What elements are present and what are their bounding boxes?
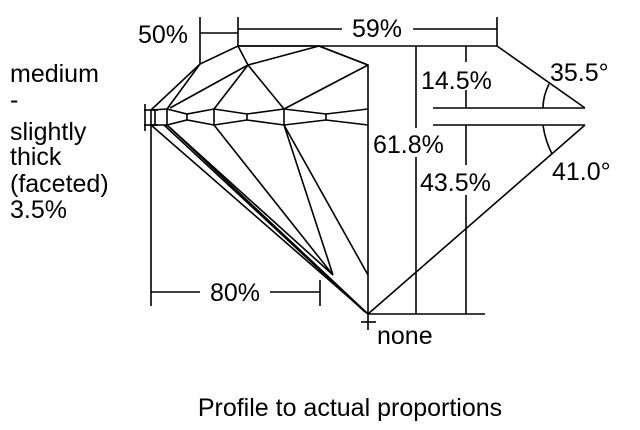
girdle-label-line: medium [10, 60, 99, 88]
pavilion-facet-edge [283, 124, 369, 276]
girdle-label-line: (faceted) [10, 170, 109, 198]
faceted-profile [144, 45, 376, 330]
crown-angle-arc [542, 83, 550, 109]
girdle-label-line: - [10, 86, 18, 114]
pavilion-depth-label: 43.5% [420, 169, 491, 197]
crown-facet-edge [247, 64, 285, 110]
girdle-label-line: 3.5% [10, 196, 67, 224]
pavilion-facet-edge [213, 124, 334, 276]
culet-label: none [377, 322, 433, 350]
pavilion-slope [367, 124, 586, 315]
crown-facet-edge [318, 45, 369, 66]
crown-facet-edge [247, 45, 320, 66]
crown-slope [496, 45, 586, 109]
crown-height-label: 14.5% [421, 67, 492, 95]
pavilion-facet-edge [283, 124, 334, 276]
girdle-label-line: slightly [10, 118, 87, 146]
side-profile [238, 45, 586, 315]
girdle-bottom-line [151, 119, 369, 126]
girdle-top-line [150, 108, 369, 115]
total-depth-label: 61.8% [373, 131, 444, 159]
crown-facet-edge [237, 45, 249, 66]
table-label: 59% [352, 15, 402, 43]
pavilion-angle-label: 41.0° [552, 158, 611, 186]
pavilion-facet-edge [166, 124, 334, 276]
crown-facet-edge [169, 64, 249, 109]
lower-half-label: 80% [210, 279, 260, 307]
crown-angle-label: 35.5° [550, 59, 609, 87]
crown-facet-edge [213, 64, 249, 110]
pavilion-facet-edge [166, 124, 369, 315]
pavilion-facet-edge [163, 124, 366, 313]
pavilion-outline [150, 124, 369, 315]
dimension-lines [150, 17, 498, 306]
girdle-label-line: thick [10, 143, 62, 171]
pavilion-angle-arc [542, 124, 553, 155]
crown-facet-edge [166, 63, 201, 110]
diagram-caption: Profile to actual proportions [198, 394, 502, 422]
star-length-label: 50% [138, 21, 188, 49]
crown-facet-edge [283, 64, 369, 110]
